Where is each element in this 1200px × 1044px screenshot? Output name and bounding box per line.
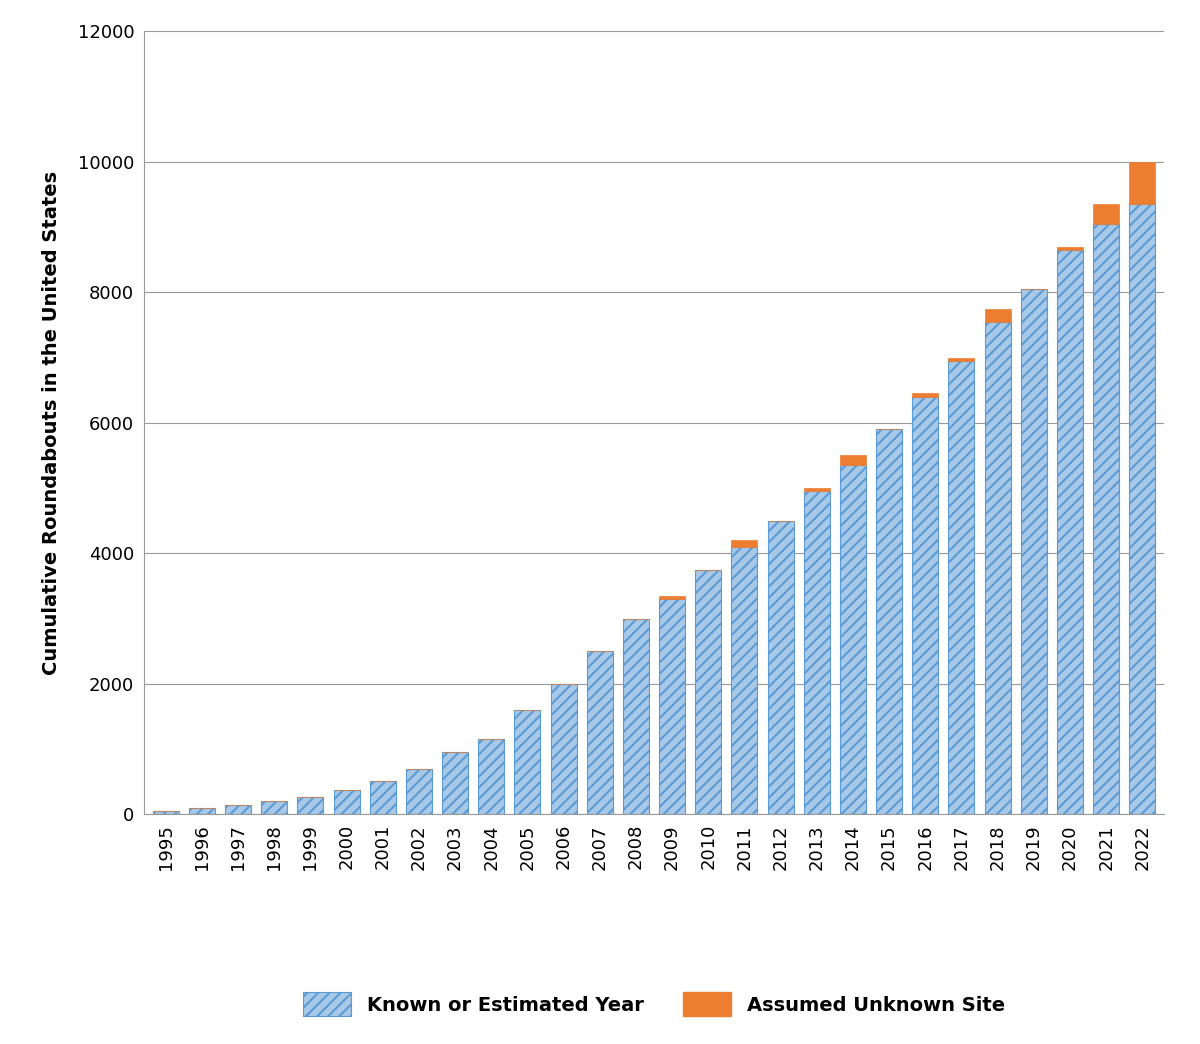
- Bar: [152, 811, 179, 814]
- Bar: [1093, 205, 1120, 223]
- Bar: [732, 547, 757, 814]
- Bar: [1057, 250, 1082, 814]
- Bar: [334, 789, 360, 814]
- Bar: [1093, 223, 1120, 814]
- Bar: [912, 397, 938, 814]
- Bar: [948, 357, 974, 361]
- Bar: [298, 797, 324, 814]
- Bar: [262, 802, 287, 814]
- Legend: Known or Estimated Year, Assumed Unknown Site: Known or Estimated Year, Assumed Unknown…: [295, 984, 1013, 1024]
- Bar: [226, 805, 251, 814]
- Y-axis label: Cumulative Roundabouts in the United States: Cumulative Roundabouts in the United Sta…: [42, 171, 61, 674]
- Bar: [876, 429, 902, 814]
- Bar: [984, 322, 1010, 814]
- Bar: [659, 599, 685, 814]
- Bar: [1129, 162, 1156, 205]
- Bar: [1057, 246, 1082, 250]
- Bar: [406, 768, 432, 814]
- Bar: [804, 492, 829, 814]
- Bar: [840, 455, 866, 466]
- Bar: [659, 596, 685, 599]
- Bar: [840, 466, 866, 814]
- Bar: [515, 710, 540, 814]
- Bar: [948, 361, 974, 814]
- Bar: [695, 570, 721, 814]
- Bar: [984, 309, 1010, 322]
- Bar: [587, 651, 613, 814]
- Bar: [479, 739, 504, 814]
- Bar: [188, 808, 215, 814]
- Bar: [551, 684, 576, 814]
- Bar: [732, 541, 757, 547]
- Bar: [370, 781, 396, 814]
- Bar: [623, 618, 649, 814]
- Bar: [442, 753, 468, 814]
- Bar: [768, 521, 793, 814]
- Bar: [804, 488, 829, 492]
- Bar: [1021, 289, 1046, 814]
- Bar: [1129, 205, 1156, 814]
- Bar: [912, 394, 938, 397]
